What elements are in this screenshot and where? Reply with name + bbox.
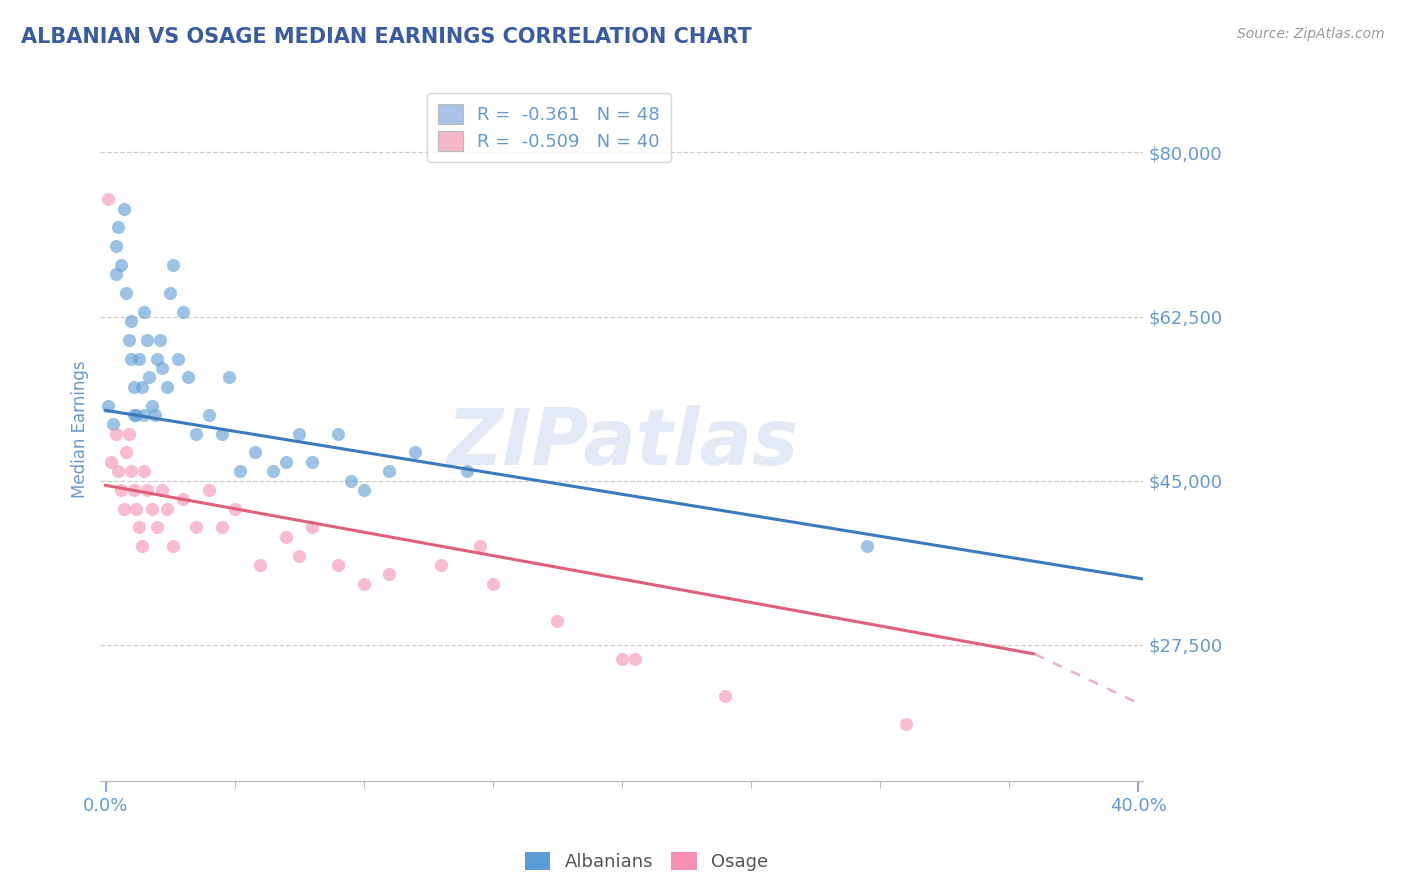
Point: [146, 520, 169, 534]
Point: [211, 520, 233, 534]
Point: [150, 361, 173, 376]
Point: [97, 399, 120, 413]
Point: [103, 417, 125, 432]
Point: [107, 464, 129, 478]
Point: [135, 483, 157, 497]
Point: [894, 717, 917, 731]
Point: [546, 614, 568, 628]
Point: [197, 483, 219, 497]
Point: [288, 426, 311, 441]
Point: [224, 501, 246, 516]
Text: ZIPatlas: ZIPatlas: [446, 405, 797, 481]
Point: [138, 370, 160, 384]
Point: [141, 399, 163, 413]
Point: [134, 305, 156, 319]
Point: [134, 464, 156, 478]
Point: [107, 220, 129, 235]
Point: [120, 314, 142, 328]
Point: [110, 483, 132, 497]
Point: [118, 426, 141, 441]
Point: [177, 370, 200, 384]
Point: [184, 520, 207, 534]
Point: [122, 483, 145, 497]
Point: [162, 258, 184, 272]
Point: [120, 351, 142, 366]
Point: [143, 408, 166, 422]
Point: [115, 445, 138, 459]
Point: [276, 455, 298, 469]
Point: [134, 408, 156, 422]
Legend: Albanians, Osage: Albanians, Osage: [517, 845, 776, 879]
Point: [166, 351, 188, 366]
Point: [122, 380, 145, 394]
Point: [249, 558, 271, 572]
Point: [131, 539, 153, 553]
Point: [128, 351, 150, 366]
Legend: R =  -0.361   N = 48, R =  -0.509   N = 40: R = -0.361 N = 48, R = -0.509 N = 40: [427, 94, 671, 162]
Point: [468, 539, 491, 553]
Point: [856, 539, 879, 553]
Point: [218, 370, 240, 384]
Point: [122, 408, 145, 422]
Point: [115, 286, 138, 301]
Point: [481, 576, 503, 591]
Point: [197, 408, 219, 422]
Point: [125, 501, 148, 516]
Point: [276, 530, 298, 544]
Point: [112, 501, 135, 516]
Point: [211, 426, 233, 441]
Text: Source: ZipAtlas.com: Source: ZipAtlas.com: [1237, 27, 1385, 41]
Point: [97, 192, 120, 206]
Point: [353, 576, 375, 591]
Point: [104, 268, 127, 282]
Point: [623, 651, 645, 665]
Point: [430, 558, 453, 572]
Point: [125, 408, 148, 422]
Point: [714, 690, 737, 704]
Point: [456, 464, 478, 478]
Point: [172, 492, 194, 507]
Text: ALBANIAN VS OSAGE MEDIAN EARNINGS CORRELATION CHART: ALBANIAN VS OSAGE MEDIAN EARNINGS CORREL…: [21, 27, 752, 46]
Point: [146, 351, 169, 366]
Point: [339, 474, 361, 488]
Point: [288, 549, 311, 563]
Point: [378, 567, 401, 582]
Point: [172, 305, 194, 319]
Point: [141, 501, 163, 516]
Point: [159, 286, 181, 301]
Point: [301, 455, 323, 469]
Point: [135, 333, 157, 347]
Point: [104, 239, 127, 253]
Point: [104, 426, 127, 441]
Point: [128, 520, 150, 534]
Point: [404, 445, 426, 459]
Point: [245, 445, 267, 459]
Point: [156, 501, 179, 516]
Point: [378, 464, 401, 478]
Point: [112, 202, 135, 216]
Point: [326, 426, 349, 441]
Point: [610, 651, 633, 665]
Point: [184, 426, 207, 441]
Point: [110, 258, 132, 272]
Point: [262, 464, 284, 478]
Point: [120, 464, 142, 478]
Point: [131, 380, 153, 394]
Point: [326, 558, 349, 572]
Y-axis label: Median Earnings: Median Earnings: [72, 360, 89, 498]
Point: [100, 455, 122, 469]
Point: [156, 380, 179, 394]
Point: [118, 333, 141, 347]
Point: [353, 483, 375, 497]
Point: [149, 333, 172, 347]
Point: [229, 464, 252, 478]
Point: [162, 539, 184, 553]
Point: [150, 483, 173, 497]
Point: [301, 520, 323, 534]
